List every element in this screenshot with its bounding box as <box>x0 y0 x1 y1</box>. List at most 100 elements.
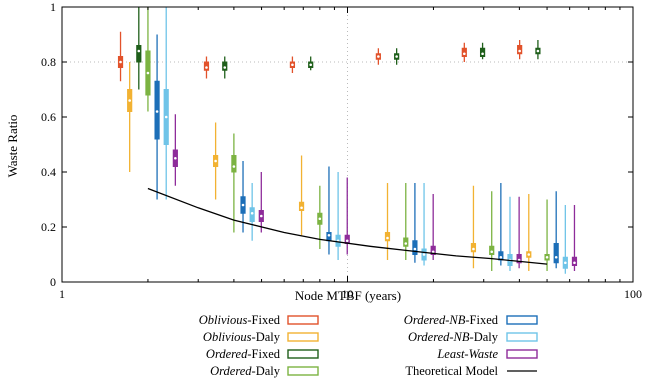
legend-label: Oblivious-Fixed <box>199 313 281 327</box>
box-ordered-nb-fixed-16 <box>412 183 418 263</box>
box-least-waste-32 <box>516 196 522 269</box>
legend-label: Least-Waste <box>436 347 498 361</box>
box-ordered-fixed-16 <box>394 48 400 65</box>
legend-swatch <box>287 349 319 359</box>
median-marker <box>222 65 227 70</box>
median-marker <box>489 249 494 254</box>
box <box>553 243 559 264</box>
box-least-waste-50 <box>571 205 578 271</box>
box-oblivious-daly-8 <box>298 155 305 236</box>
box-ordered-daly-2 <box>145 7 151 112</box>
median-marker <box>299 205 304 210</box>
median-marker <box>471 246 476 252</box>
median-marker <box>173 156 178 161</box>
box <box>136 45 142 63</box>
box-plots <box>117 7 578 274</box>
median-marker <box>563 260 568 265</box>
box-ordered-daly-16 <box>403 183 409 260</box>
box-oblivious-daly-4 <box>213 122 219 200</box>
x-tick-label: 1 <box>59 287 65 301</box>
median-marker <box>480 51 485 56</box>
box-least-waste-2 <box>172 114 178 186</box>
median-marker <box>498 255 503 260</box>
x-tick-label: 10 <box>342 287 354 301</box>
legend-swatch <box>506 315 538 325</box>
median-marker <box>412 246 418 252</box>
legend-label: Ordered-NB-Daly <box>408 330 499 344</box>
box-oblivious-fixed-2 <box>117 31 124 82</box>
median-marker <box>517 48 522 54</box>
box-oblivious-fixed-32 <box>461 42 467 62</box>
median-marker <box>164 114 169 120</box>
box-ordered-fixed-50 <box>535 40 541 60</box>
box-ordered-daly-50 <box>544 199 550 271</box>
legend-label: Ordered-NB-Fixed <box>404 313 499 327</box>
box-ordered-daly-8 <box>317 185 323 249</box>
box-ordered-nb-fixed-50 <box>553 191 559 269</box>
legend-swatch <box>506 332 538 342</box>
median-marker <box>554 255 559 260</box>
legend-swatch <box>506 349 538 359</box>
box-ordered-nb-fixed-32 <box>498 183 504 266</box>
median-marker <box>154 109 160 114</box>
legend-swatch <box>287 332 319 342</box>
box-ordered-nb-daly-4 <box>249 183 255 241</box>
median-marker <box>462 51 467 56</box>
median-marker <box>231 164 236 169</box>
box-ordered-fixed-2 <box>136 7 142 90</box>
legend-swatch <box>287 366 319 376</box>
x-tick-label: 100 <box>624 287 642 301</box>
legend-label: Ordered-Fixed <box>206 347 281 361</box>
box-oblivious-daly-50 <box>526 194 532 271</box>
y-tick-label: 0.2 <box>41 220 56 234</box>
box-oblivious-daly-32 <box>470 185 477 269</box>
box-oblivious-fixed-16 <box>375 48 381 65</box>
box-ordered-nb-daly-50 <box>562 205 568 274</box>
box-ordered-nb-daly-2 <box>163 7 169 200</box>
box-ordered-daly-4 <box>231 133 237 233</box>
y-axis-title: Waste Ratio <box>5 115 20 178</box>
median-marker <box>250 211 255 216</box>
median-marker <box>204 65 209 70</box>
box-ordered-nb-fixed-4 <box>240 161 246 233</box>
median-marker <box>145 70 151 76</box>
median-marker <box>376 54 381 59</box>
axis-ticks: 0 0.2 0.4 0.6 0.8 1 1 10 100 <box>41 0 642 301</box>
median-marker <box>421 252 427 257</box>
theoretical-model-curve <box>147 187 548 265</box>
box-ordered-nb-daly-8 <box>335 172 341 260</box>
box-ordered-fixed-4 <box>222 56 228 79</box>
median-marker <box>535 48 541 54</box>
median-marker <box>118 59 123 65</box>
legend: Oblivious-Fixed Oblivious-Daly Ordered-Fix… <box>199 313 538 378</box>
median-marker <box>526 252 531 257</box>
median-marker <box>290 62 295 67</box>
median-marker <box>326 233 332 238</box>
box-ordered-daly-32 <box>489 191 495 271</box>
median-marker <box>136 48 141 54</box>
legend-swatch <box>287 315 319 325</box>
box-oblivious-daly-2 <box>127 62 133 172</box>
median-marker <box>213 158 218 164</box>
box-least-waste-16 <box>430 194 436 260</box>
median-marker <box>259 213 264 219</box>
theoretical-model-line <box>147 187 548 265</box>
box-ordered-fixed-32 <box>479 42 486 60</box>
box-least-waste-4 <box>258 172 264 233</box>
y-tick-label: 0.8 <box>41 55 56 69</box>
median-marker <box>385 235 390 241</box>
box-oblivious-daly-16 <box>384 183 391 260</box>
legend-label: Oblivious-Daly <box>203 330 281 344</box>
legend-label: Theoretical Model <box>405 364 498 378</box>
median-marker <box>127 98 132 103</box>
box-oblivious-fixed-50 <box>517 40 523 60</box>
box-oblivious-fixed-4 <box>203 56 210 79</box>
y-tick-label: 0.6 <box>41 110 56 124</box>
box-ordered-fixed-8 <box>308 56 314 71</box>
median-marker <box>572 260 577 265</box>
y-tick-label: 1 <box>50 0 56 14</box>
box-ordered-nb-fixed-2 <box>154 34 160 200</box>
median-marker <box>345 238 350 243</box>
median-marker <box>308 62 313 67</box>
